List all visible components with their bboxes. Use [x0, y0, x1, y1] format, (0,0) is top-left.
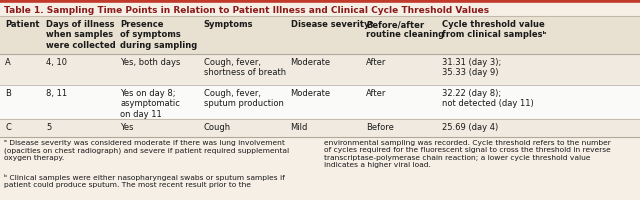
- Text: After: After: [366, 58, 387, 67]
- Text: 25.69 (day 4): 25.69 (day 4): [442, 122, 498, 131]
- Text: ᵃ Disease severity was considered moderate if there was lung involvement
(opacit: ᵃ Disease severity was considered modera…: [4, 139, 289, 161]
- Text: Presence
of symptoms
during sampling: Presence of symptoms during sampling: [120, 20, 198, 50]
- Text: Yes: Yes: [120, 122, 134, 131]
- Text: Cough: Cough: [204, 122, 230, 131]
- Text: Before: Before: [366, 122, 394, 131]
- Text: Cycle threshold value
from clinical samplesᵇ: Cycle threshold value from clinical samp…: [442, 20, 546, 39]
- Text: Cough, fever,
sputum production: Cough, fever, sputum production: [204, 89, 284, 108]
- Text: Cough, fever,
shortness of breath: Cough, fever, shortness of breath: [204, 58, 285, 77]
- Text: 4, 10: 4, 10: [46, 58, 67, 67]
- Text: Moderate: Moderate: [291, 89, 331, 98]
- Text: 8, 11: 8, 11: [46, 89, 67, 98]
- Text: Patient: Patient: [5, 20, 40, 29]
- Text: Yes, both days: Yes, both days: [120, 58, 180, 67]
- Text: Symptoms: Symptoms: [204, 20, 253, 29]
- Text: After: After: [366, 89, 387, 98]
- Text: Yes on day 8;
asymptomatic
on day 11: Yes on day 8; asymptomatic on day 11: [120, 89, 180, 118]
- Text: Moderate: Moderate: [291, 58, 331, 67]
- Text: B: B: [5, 89, 11, 98]
- Text: C: C: [5, 122, 11, 131]
- Text: Table 1. Sampling Time Points in Relation to Patient Illness and Clinical Cycle : Table 1. Sampling Time Points in Relatio…: [4, 6, 489, 15]
- Text: Days of illness
when samples
were collected: Days of illness when samples were collec…: [46, 20, 116, 50]
- Text: Disease severityᵃ: Disease severityᵃ: [291, 20, 373, 29]
- Text: Mild: Mild: [291, 122, 308, 131]
- Text: 5: 5: [46, 122, 51, 131]
- Text: Before/after
routine cleaning: Before/after routine cleaning: [366, 20, 444, 39]
- Text: environmental sampling was recorded. Cycle threshold refers to the number
of cyc: environmental sampling was recorded. Cyc…: [324, 139, 611, 168]
- Text: A: A: [5, 58, 11, 67]
- Text: 32.22 (day 8);
not detected (day 11): 32.22 (day 8); not detected (day 11): [442, 89, 533, 108]
- Text: 31.31 (day 3);
35.33 (day 9): 31.31 (day 3); 35.33 (day 9): [442, 58, 501, 77]
- Text: ᵇ Clinical samples were either nasopharyngeal swabs or sputum samples if
patient: ᵇ Clinical samples were either nasophary…: [4, 173, 285, 188]
